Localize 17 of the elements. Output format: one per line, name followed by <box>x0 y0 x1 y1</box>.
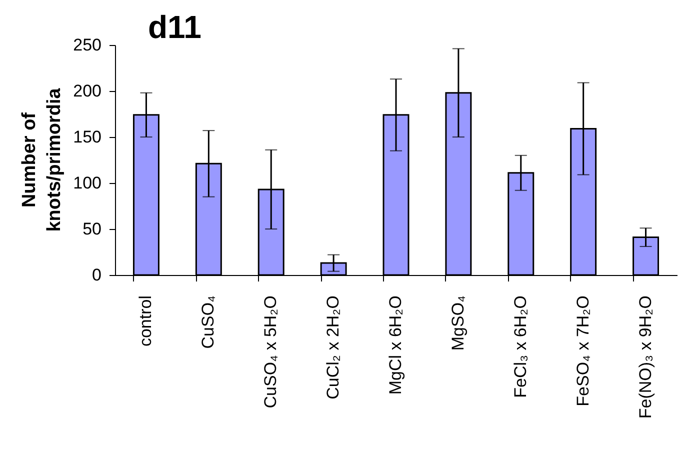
x-tick-label: MgSO₄ <box>448 295 468 351</box>
x-tick-label: FeCl₃ x 6H₂O <box>510 296 530 398</box>
y-tick-label: 50 <box>82 220 102 238</box>
x-tick-label: CuSO₄ <box>198 295 218 349</box>
y-axis-title: Number of knots/primordia <box>19 88 65 232</box>
y-tick-label: 200 <box>73 82 102 100</box>
y-tick-label: 100 <box>73 174 102 192</box>
y-tick-label: 0 <box>92 266 102 284</box>
y-tick-label: 150 <box>73 128 102 146</box>
x-tick-label: control <box>136 296 156 347</box>
y-tick-label: 250 <box>73 36 102 54</box>
x-tick-label: MgCl x 6H₂O <box>386 296 405 395</box>
x-tick-label: CuSO₄ x 5H₂O <box>261 296 280 408</box>
x-tick-label: CuCl₂ x 2H₂O <box>324 296 343 400</box>
x-tick-label: FeSO₄ x 7H₂O <box>573 296 592 406</box>
chart-title: d11 <box>148 9 202 45</box>
x-tick-label: Fe(NO)₃ x 9H₂O <box>636 296 655 419</box>
